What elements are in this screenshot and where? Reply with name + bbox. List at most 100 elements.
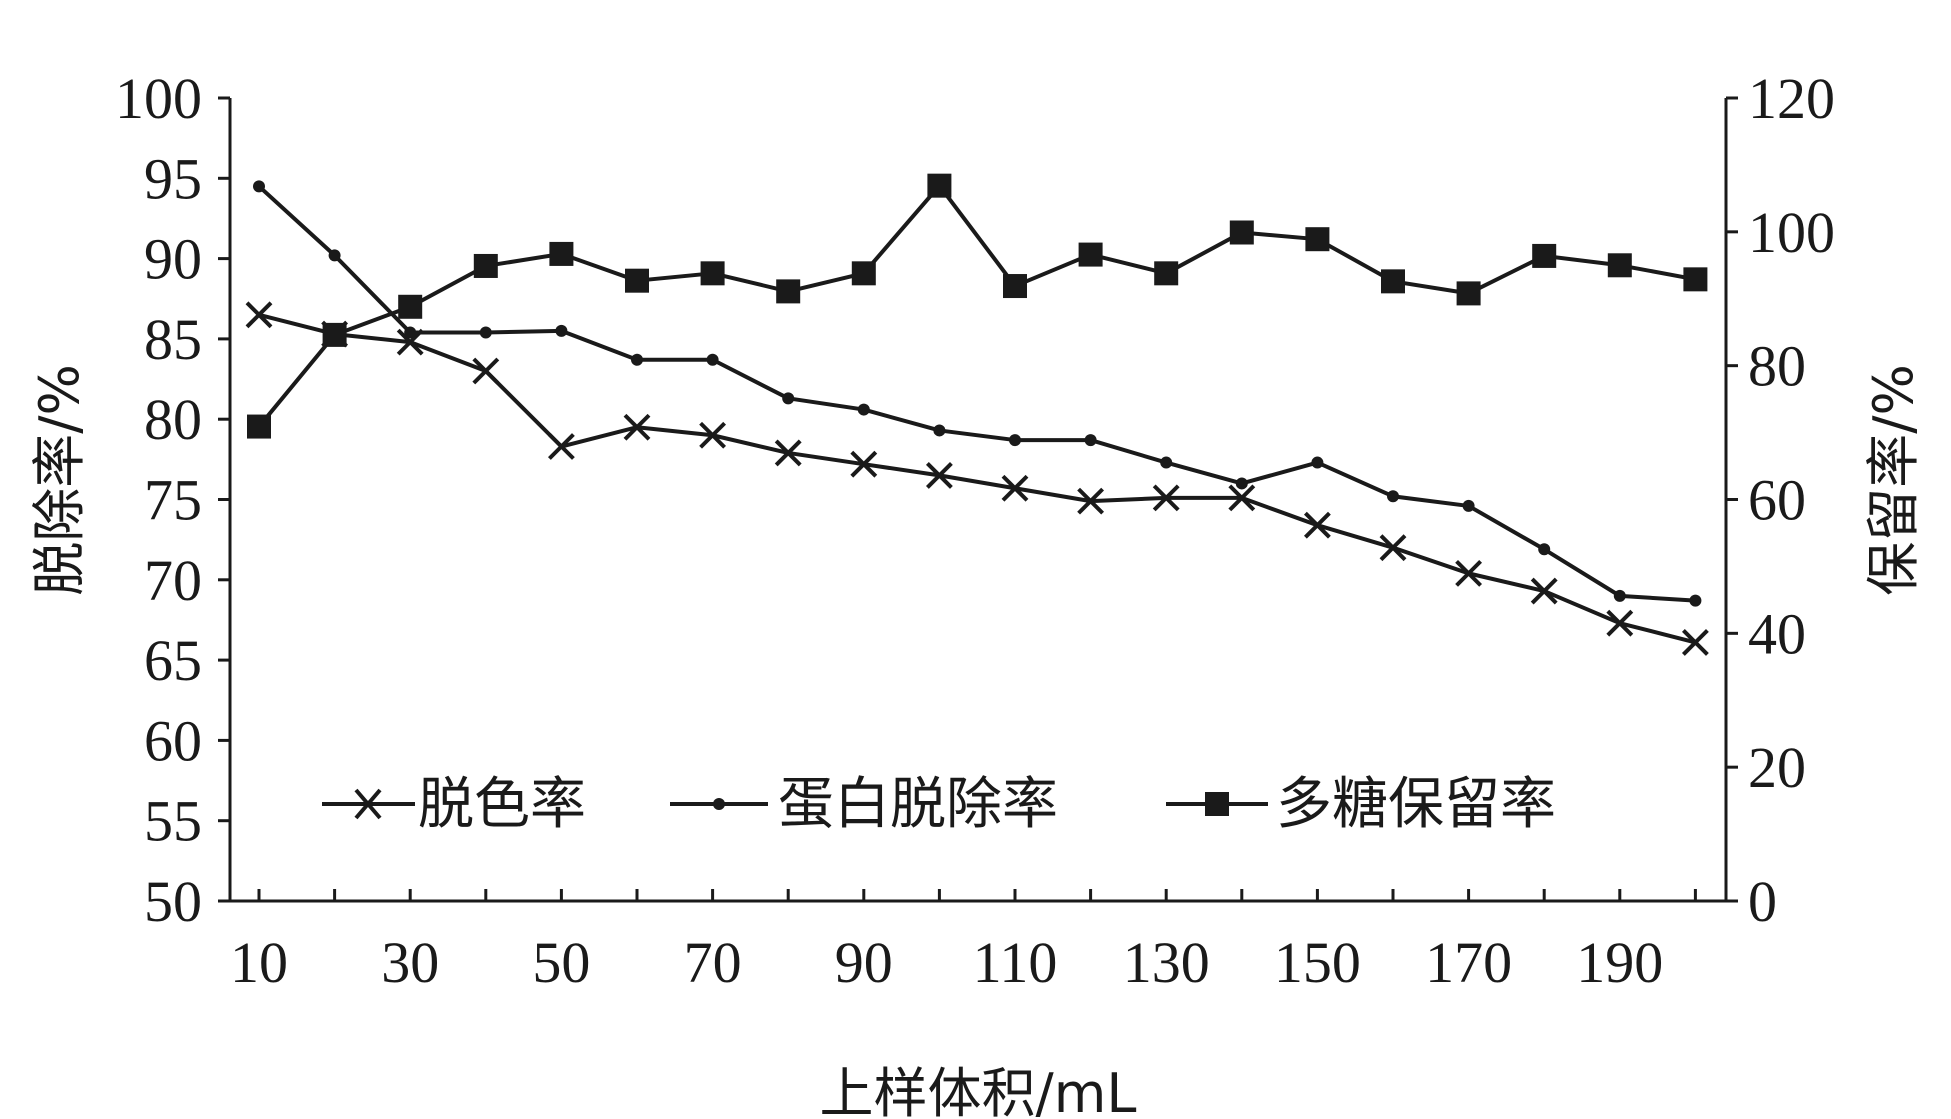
data-point-x-stroke [1606,609,1634,637]
data-point-square [927,173,952,198]
left-y-tick-label: 55 [144,789,202,854]
left-y-tick-label: 85 [144,307,202,372]
left-y-ticks: 50 55 60 65 70 75 80 85 90 95 100 [115,66,230,934]
data-point-dot [1235,477,1248,490]
data-point-x-stroke [774,439,802,467]
x-tick-label: 170 [1425,930,1512,995]
left-y-axis-title: 脱除率/% [28,364,91,596]
data-point-x-stroke [1001,474,1029,502]
data-point-dot [782,392,795,405]
data-point-x-stroke [1681,629,1709,656]
data-point-dot [328,249,341,262]
data-point-x-stroke [1530,577,1558,605]
data-point-x [623,413,651,441]
legend-item-protein: 蛋白脱除率 [670,772,1058,837]
right-y-ticks: 0 20 40 60 80 100 120 [1726,66,1835,934]
data-point-square [398,294,423,319]
data-point-x [774,439,802,467]
x-tick-label: 90 [835,930,893,995]
data-point-x [1152,484,1180,512]
left-y-tick-label: 60 [144,708,202,773]
left-y-tick-label: 90 [144,227,202,292]
data-point-x-stroke [1455,559,1483,587]
data-point-dot [1613,589,1626,602]
data-point-dot [1311,456,1324,469]
data-point-square [625,268,649,293]
data-point-square [851,261,876,286]
data-point-square [1607,253,1632,278]
x-tick-label: 190 [1576,930,1663,995]
data-point-dot [1160,456,1173,469]
data-point-x [1077,487,1105,515]
right-y-tick-label: 40 [1748,601,1806,666]
data-point-square [1229,220,1254,245]
data-point-x-stroke [850,450,878,478]
data-point-square [473,253,498,278]
data-point-x-stroke [1228,484,1256,512]
right-y-tick-label: 120 [1748,66,1835,131]
x-tick-label: 150 [1274,930,1361,995]
data-point-x-stroke [472,357,500,385]
data-point-dot [1462,499,1475,512]
data-point-x [925,461,953,489]
data-point-dot [1084,434,1097,447]
data-point-square [549,241,574,266]
data-point-x [699,421,727,449]
data-point-x-stroke [699,421,727,449]
data-point-square [1456,281,1481,306]
x-tick-label: 130 [1123,930,1210,995]
right-y-tick-label: 60 [1748,468,1806,533]
left-y-tick-label: 50 [144,869,202,934]
data-point-dot [404,326,417,339]
data-point-x [1379,534,1407,562]
left-y-tick-label: 70 [144,548,202,613]
data-point-square [776,279,801,304]
legend-marker-decolor-b [354,788,382,820]
series-layer [245,173,1709,656]
series-line-1 [257,184,1696,603]
data-point-x-stroke [1152,484,1180,512]
data-point-square [1381,269,1405,294]
data-point-dot [706,353,719,366]
right-y-tick-label: 100 [1748,200,1835,265]
data-point-x-stroke [925,461,953,489]
right-y-tick-label: 0 [1748,869,1777,934]
data-point-dot [1689,594,1702,607]
x-tick-label: 30 [381,930,439,995]
data-point-x-stroke [547,433,575,460]
data-point-x [850,450,878,478]
data-point-x [547,433,575,460]
data-point-x [1001,474,1029,502]
data-point-x-stroke [245,301,273,329]
right-y-tick-label: 20 [1748,735,1806,800]
data-point-dot [479,326,492,339]
right-y-tick-label: 80 [1748,334,1806,399]
data-point-square [1078,242,1103,267]
legend: 脱色率 蛋白脱除率 多糖保留率 [322,772,1556,837]
x-ticks: 10 30 50 70 90 110 130 150 170 190 [230,889,1697,995]
data-point-x [245,301,273,329]
data-point-square [1154,261,1179,286]
data-point-x [1530,577,1558,605]
left-y-tick-label: 95 [144,146,202,211]
data-point-x-stroke [1303,511,1331,539]
series-line-2 [257,183,1696,428]
x-tick-label: 110 [973,930,1058,995]
data-point-x-stroke [623,413,651,441]
data-point-dot [1538,543,1551,556]
data-point-dot [1009,434,1021,447]
data-point-square [247,414,271,439]
data-point-dot [253,180,265,193]
data-point-dot [1387,490,1399,503]
data-point-x [1606,609,1634,637]
legend-label-protein: 蛋白脱除率 [778,772,1058,837]
legend-marker-protein [713,798,725,810]
x-tick-label: 70 [684,930,742,995]
data-point-x [1228,484,1256,512]
x-tick-label: 50 [532,930,590,995]
data-point-x [472,357,500,385]
left-y-tick-label: 100 [115,66,202,131]
data-point-x [1681,629,1709,656]
legend-label-polysaccharide: 多糖保留率 [1276,772,1556,837]
